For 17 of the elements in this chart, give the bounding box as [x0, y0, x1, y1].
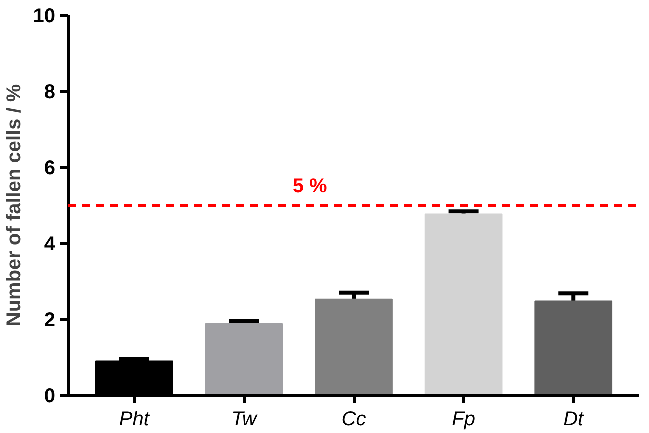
bar	[315, 298, 393, 396]
y-tick-label: 10	[33, 6, 56, 28]
bar	[534, 300, 613, 396]
x-tick-label: Fp	[452, 408, 476, 430]
y-axis-title: Number of fallen cells / %	[3, 84, 26, 327]
x-tick-label: Pht	[119, 408, 151, 430]
x-tick-label: Cc	[342, 408, 366, 430]
y-tick-label: 4	[44, 234, 56, 256]
y-tick-label: 2	[44, 310, 56, 332]
x-tick-label: Tw	[232, 408, 258, 430]
y-tick-label: 6	[44, 158, 56, 180]
ref-line-label: 5 %	[292, 176, 328, 198]
bar	[205, 324, 284, 396]
y-tick-label: 8	[44, 82, 56, 104]
bar	[424, 214, 503, 396]
x-tick-label: Dt	[564, 408, 586, 430]
y-tick-label: 0	[44, 386, 56, 408]
